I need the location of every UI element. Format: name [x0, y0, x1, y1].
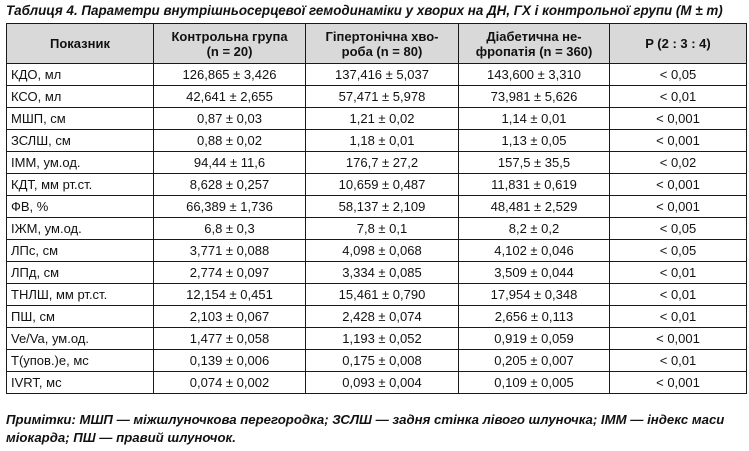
cell-indicator: ЛПс, см [6, 239, 154, 262]
cell-indicator: ІЖМ, ум.од. [6, 217, 154, 240]
table-row: МШП, см 0,87 ± 0,03 1,21 ± 0,02 1,14 ± 0,01… [6, 107, 747, 130]
cell-p-value: < 0,001 [609, 129, 747, 152]
cell-hypertension: 10,659 ± 0,487 [305, 173, 459, 196]
cell-control: 0,139 ± 0,006 [153, 349, 306, 372]
cell-indicator: Ve/Va, ум.од. [6, 327, 154, 350]
cell-indicator: МШП, см [6, 107, 154, 130]
cell-p-value: < 0,01 [609, 305, 747, 328]
header-nephropathy-group: Діабетична не-фропатія (n = 360) [458, 23, 610, 64]
cell-nephropathy: 8,2 ± 0,2 [458, 217, 610, 240]
cell-hypertension: 2,428 ± 0,074 [305, 305, 459, 328]
cell-control: 12,154 ± 0,451 [153, 283, 306, 306]
cell-control: 8,628 ± 0,257 [153, 173, 306, 196]
cell-nephropathy: 73,981 ± 5,626 [458, 85, 610, 108]
cell-control: 3,771 ± 0,088 [153, 239, 306, 262]
table-header-row: Показник Контрольна група (n = 20) Гіперт… [6, 23, 747, 64]
cell-nephropathy: 157,5 ± 35,5 [458, 151, 610, 174]
cell-indicator: ЗСЛШ, см [6, 129, 154, 152]
cell-control: 0,88 ± 0,02 [153, 129, 306, 152]
table-row: ПШ, см 2,103 ± 0,067 2,428 ± 0,074 2,656 ± … [6, 305, 747, 328]
table-row: ТНЛШ, мм рт.ст. 12,154 ± 0,451 15,461 ± 0,… [6, 283, 747, 306]
cell-control: 2,774 ± 0,097 [153, 261, 306, 284]
cell-indicator: Т(упов.)е, мс [6, 349, 154, 372]
cell-indicator: ПШ, см [6, 305, 154, 328]
table-row: КСО, мл 42,641 ± 2,655 57,471 ± 5,978 73,98… [6, 85, 747, 108]
cell-p-value: < 0,05 [609, 239, 747, 262]
cell-indicator: IVRT, мс [6, 371, 154, 394]
cell-indicator: ЛПд, см [6, 261, 154, 284]
cell-p-value: < 0,05 [609, 63, 747, 86]
table-row: ЗСЛШ, см 0,88 ± 0,02 1,18 ± 0,01 1,13 ± 0,0… [6, 129, 747, 152]
cell-control: 66,389 ± 1,736 [153, 195, 306, 218]
cell-p-value: < 0,001 [609, 173, 747, 196]
cell-hypertension: 1,21 ± 0,02 [305, 107, 459, 130]
table-caption: Таблиця 4. Параметри внутрішньосерцевої … [6, 3, 723, 18]
table-row: Ve/Va, ум.од. 1,477 ± 0,058 1,193 ± 0,052 0… [6, 327, 747, 350]
cell-p-value: < 0,01 [609, 283, 747, 306]
table-row: ЛПд, см 2,774 ± 0,097 3,334 ± 0,085 3,509 ±… [6, 261, 747, 284]
cell-hypertension: 0,175 ± 0,008 [305, 349, 459, 372]
cell-nephropathy: 3,509 ± 0,044 [458, 261, 610, 284]
cell-indicator: ТНЛШ, мм рт.ст. [6, 283, 154, 306]
cell-control: 1,477 ± 0,058 [153, 327, 306, 350]
cell-nephropathy: 143,600 ± 3,310 [458, 63, 610, 86]
cell-hypertension: 0,093 ± 0,004 [305, 371, 459, 394]
cell-nephropathy: 0,919 ± 0,059 [458, 327, 610, 350]
cell-p-value: < 0,001 [609, 371, 747, 394]
cell-control: 6,8 ± 0,3 [153, 217, 306, 240]
cell-nephropathy: 0,205 ± 0,007 [458, 349, 610, 372]
table-row: ІЖМ, ум.од. 6,8 ± 0,3 7,8 ± 0,1 8,2 ± 0,2 < … [6, 217, 747, 240]
cell-hypertension: 1,18 ± 0,01 [305, 129, 459, 152]
cell-nephropathy: 1,13 ± 0,05 [458, 129, 610, 152]
table-row: ЛПс, см 3,771 ± 0,088 4,098 ± 0,068 4,102 ±… [6, 239, 747, 262]
cell-control: 42,641 ± 2,655 [153, 85, 306, 108]
header-indicator: Показник [6, 23, 154, 64]
cell-hypertension: 3,334 ± 0,085 [305, 261, 459, 284]
cell-nephropathy: 0,109 ± 0,005 [458, 371, 610, 394]
cell-nephropathy: 17,954 ± 0,348 [458, 283, 610, 306]
cell-indicator: КДО, мл [6, 63, 154, 86]
cell-hypertension: 137,416 ± 5,037 [305, 63, 459, 86]
cell-control: 2,103 ± 0,067 [153, 305, 306, 328]
cell-hypertension: 1,193 ± 0,052 [305, 327, 459, 350]
cell-hypertension: 7,8 ± 0,1 [305, 217, 459, 240]
cell-nephropathy: 1,14 ± 0,01 [458, 107, 610, 130]
cell-control: 0,074 ± 0,002 [153, 371, 306, 394]
table-notes: Примітки: МШП — міжшлуночкова перегородк… [6, 412, 725, 445]
cell-indicator: КСО, мл [6, 85, 154, 108]
cell-nephropathy: 48,481 ± 2,529 [458, 195, 610, 218]
header-p-value: P (2 : 3 : 4) [609, 23, 747, 64]
cell-hypertension: 176,7 ± 27,2 [305, 151, 459, 174]
cell-hypertension: 4,098 ± 0,068 [305, 239, 459, 262]
cell-p-value: < 0,01 [609, 85, 747, 108]
table-row: Т(упов.)е, мс 0,139 ± 0,006 0,175 ± 0,008 0… [6, 349, 747, 372]
cell-p-value: < 0,001 [609, 195, 747, 218]
cell-hypertension: 15,461 ± 0,790 [305, 283, 459, 306]
cell-p-value: < 0,001 [609, 107, 747, 130]
cell-p-value: < 0,02 [609, 151, 747, 174]
table-row: IVRT, мс 0,074 ± 0,002 0,093 ± 0,004 0,109 … [6, 371, 747, 394]
hemodynamics-table: Показник Контрольна група (n = 20) Гіперт… [6, 23, 747, 394]
cell-indicator: КДТ, мм рт.ст. [6, 173, 154, 196]
cell-control: 0,87 ± 0,03 [153, 107, 306, 130]
cell-nephropathy: 11,831 ± 0,619 [458, 173, 610, 196]
cell-p-value: < 0,01 [609, 261, 747, 284]
cell-indicator: ФВ, % [6, 195, 154, 218]
header-control-group: Контрольна група (n = 20) [153, 23, 306, 64]
cell-nephropathy: 2,656 ± 0,113 [458, 305, 610, 328]
table-row: ФВ, % 66,389 ± 1,736 58,137 ± 2,109 48,481 … [6, 195, 747, 218]
header-hypertension-group: Гіпертонічна хво-роба (n = 80) [305, 23, 459, 64]
cell-hypertension: 57,471 ± 5,978 [305, 85, 459, 108]
cell-hypertension: 58,137 ± 2,109 [305, 195, 459, 218]
cell-p-value: < 0,01 [609, 349, 747, 372]
cell-nephropathy: 4,102 ± 0,046 [458, 239, 610, 262]
table-row: КДТ, мм рт.ст. 8,628 ± 0,257 10,659 ± 0,48… [6, 173, 747, 196]
table-row: КДО, мл 126,865 ± 3,426 137,416 ± 5,037 143… [6, 63, 747, 86]
table-row: ІММ, ум.од. 94,44 ± 11,6 176,7 ± 27,2 157,5… [6, 151, 747, 174]
cell-control: 126,865 ± 3,426 [153, 63, 306, 86]
cell-p-value: < 0,05 [609, 217, 747, 240]
cell-control: 94,44 ± 11,6 [153, 151, 306, 174]
cell-indicator: ІММ, ум.од. [6, 151, 154, 174]
cell-p-value: < 0,001 [609, 327, 747, 350]
